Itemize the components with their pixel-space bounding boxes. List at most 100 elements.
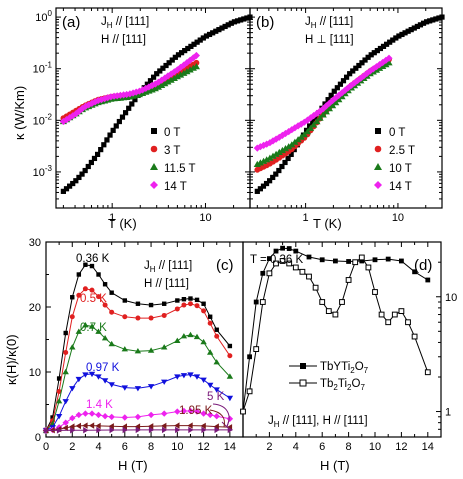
point-c-4-7 <box>88 410 96 417</box>
point-c-6-2 <box>70 427 76 434</box>
curve-label-5K: 5 K <box>207 391 225 403</box>
point-c-3-4 <box>69 386 76 392</box>
xticklabel-b-10: 10 <box>392 212 404 224</box>
point-b-0-59 <box>436 15 442 21</box>
xticklabel-d-12: 12 <box>395 441 407 453</box>
point-a-0-18 <box>116 118 122 125</box>
point-c-0-12 <box>135 301 141 306</box>
point-d-0-8 <box>293 248 299 254</box>
series-c-2 <box>42 322 234 433</box>
point-a-3-33 <box>164 72 172 80</box>
xticklabel-d-8: 8 <box>346 441 352 453</box>
point-a-0-23 <box>132 97 138 103</box>
point-b-0-2 <box>260 183 267 189</box>
point-c-2-22 <box>226 373 234 379</box>
yticklabel-d-10: 10 <box>445 292 457 304</box>
point-b-2-17 <box>307 124 315 131</box>
point-b-3-11 <box>288 126 296 134</box>
point-b-0-34 <box>359 60 365 66</box>
point-c-2-5 <box>75 328 82 334</box>
point-c-5-3 <box>62 424 68 432</box>
point-b-2-10 <box>285 143 293 150</box>
point-d-1-18 <box>358 254 365 261</box>
point-c-1-21 <box>214 333 220 339</box>
point-b-0-50 <box>408 27 414 33</box>
point-d-1-25 <box>405 319 411 326</box>
xticklabel-c-12: 12 <box>197 441 209 453</box>
panel-d-xlabel: H (T) <box>320 458 350 473</box>
point-c-5-12 <box>147 423 154 430</box>
point-c-3-21 <box>213 387 220 393</box>
point-c-6-10 <box>175 426 181 434</box>
point-c-2-10 <box>108 340 115 347</box>
point-b-3-42 <box>385 54 393 62</box>
point-c-6-0 <box>43 427 50 434</box>
point-c-3-18 <box>193 374 201 380</box>
xticklabel-d-4: 4 <box>293 441 299 453</box>
point-a-2-31 <box>158 81 166 88</box>
point-b-0-38 <box>371 50 377 56</box>
point-b-0-3 <box>263 180 270 187</box>
point-a-0-32 <box>160 65 166 71</box>
point-a-3-20 <box>123 90 131 99</box>
point-a-3-27 <box>145 83 153 91</box>
point-a-0-50 <box>216 27 222 33</box>
point-c-2-14 <box>161 344 168 350</box>
point-c-2-6 <box>82 322 89 328</box>
point-a-2-41 <box>189 64 197 71</box>
point-d-1-2 <box>253 346 260 352</box>
point-b-0-57 <box>430 17 436 23</box>
point-b-3-1 <box>256 143 264 151</box>
panel-a-xlabel: T (K) <box>108 216 137 231</box>
point-b-0-36 <box>365 54 371 60</box>
point-b-2-4 <box>266 154 274 161</box>
point-c-5-11 <box>134 423 141 430</box>
yticklabel-c-10: 10 <box>29 367 41 379</box>
point-c-2-2 <box>55 398 63 404</box>
point-a-0-9 <box>88 159 94 166</box>
point-a-1-42 <box>193 59 200 66</box>
point-b-2-20 <box>316 114 324 121</box>
legend-marker-a-2 <box>150 163 158 170</box>
point-c-1-11 <box>122 314 128 320</box>
point-c-1-22 <box>227 353 233 359</box>
point-a-0-45 <box>200 35 206 41</box>
point-d-1-21 <box>378 311 385 318</box>
xticklabel-a-10: 10 <box>199 212 211 224</box>
point-b-0-54 <box>420 20 427 26</box>
point-b-3-22 <box>322 102 330 110</box>
series-c-6 <box>43 426 234 434</box>
point-b-3-41 <box>382 56 390 64</box>
point-a-0-13 <box>101 142 107 148</box>
point-d-1-27 <box>424 369 431 376</box>
point-a-0-15 <box>107 132 113 138</box>
point-a-2-39 <box>183 68 191 75</box>
curve-label-0.7K: 0.7 K <box>80 322 107 334</box>
yticklabel-c-20: 20 <box>29 302 41 314</box>
panel-d-label: (d) <box>414 257 432 274</box>
series-a-3 <box>59 51 200 189</box>
point-c-4-8 <box>95 411 102 419</box>
legend-a-11.5T: 11.5 T <box>164 163 196 175</box>
point-c-2-12 <box>134 348 142 354</box>
curve-label-1.95K: 1.95 K <box>179 405 213 417</box>
point-b-0-18 <box>310 118 316 125</box>
point-c-3-11 <box>121 385 128 391</box>
point-b-3-26 <box>335 91 343 99</box>
series-d-1 <box>240 254 431 415</box>
point-c-3-22 <box>226 395 234 402</box>
point-b-3-0 <box>253 144 261 152</box>
point-b-0-9 <box>282 159 288 166</box>
point-c-0-4 <box>70 295 75 300</box>
point-d-0-5 <box>273 248 279 254</box>
point-d-1-4 <box>266 270 273 277</box>
panel-d-temp-label: T = 0.36 K <box>250 254 304 266</box>
point-d-1-8 <box>292 264 299 271</box>
panel-c-ylabel: κ(H)/κ(0) <box>4 334 19 385</box>
point-c-4-9 <box>101 413 109 420</box>
point-b-0-49 <box>405 28 411 34</box>
point-c-2-7 <box>88 323 96 329</box>
series-a-0 <box>60 14 253 194</box>
point-b-3-19 <box>313 109 321 117</box>
point-c-0-15 <box>175 298 180 303</box>
